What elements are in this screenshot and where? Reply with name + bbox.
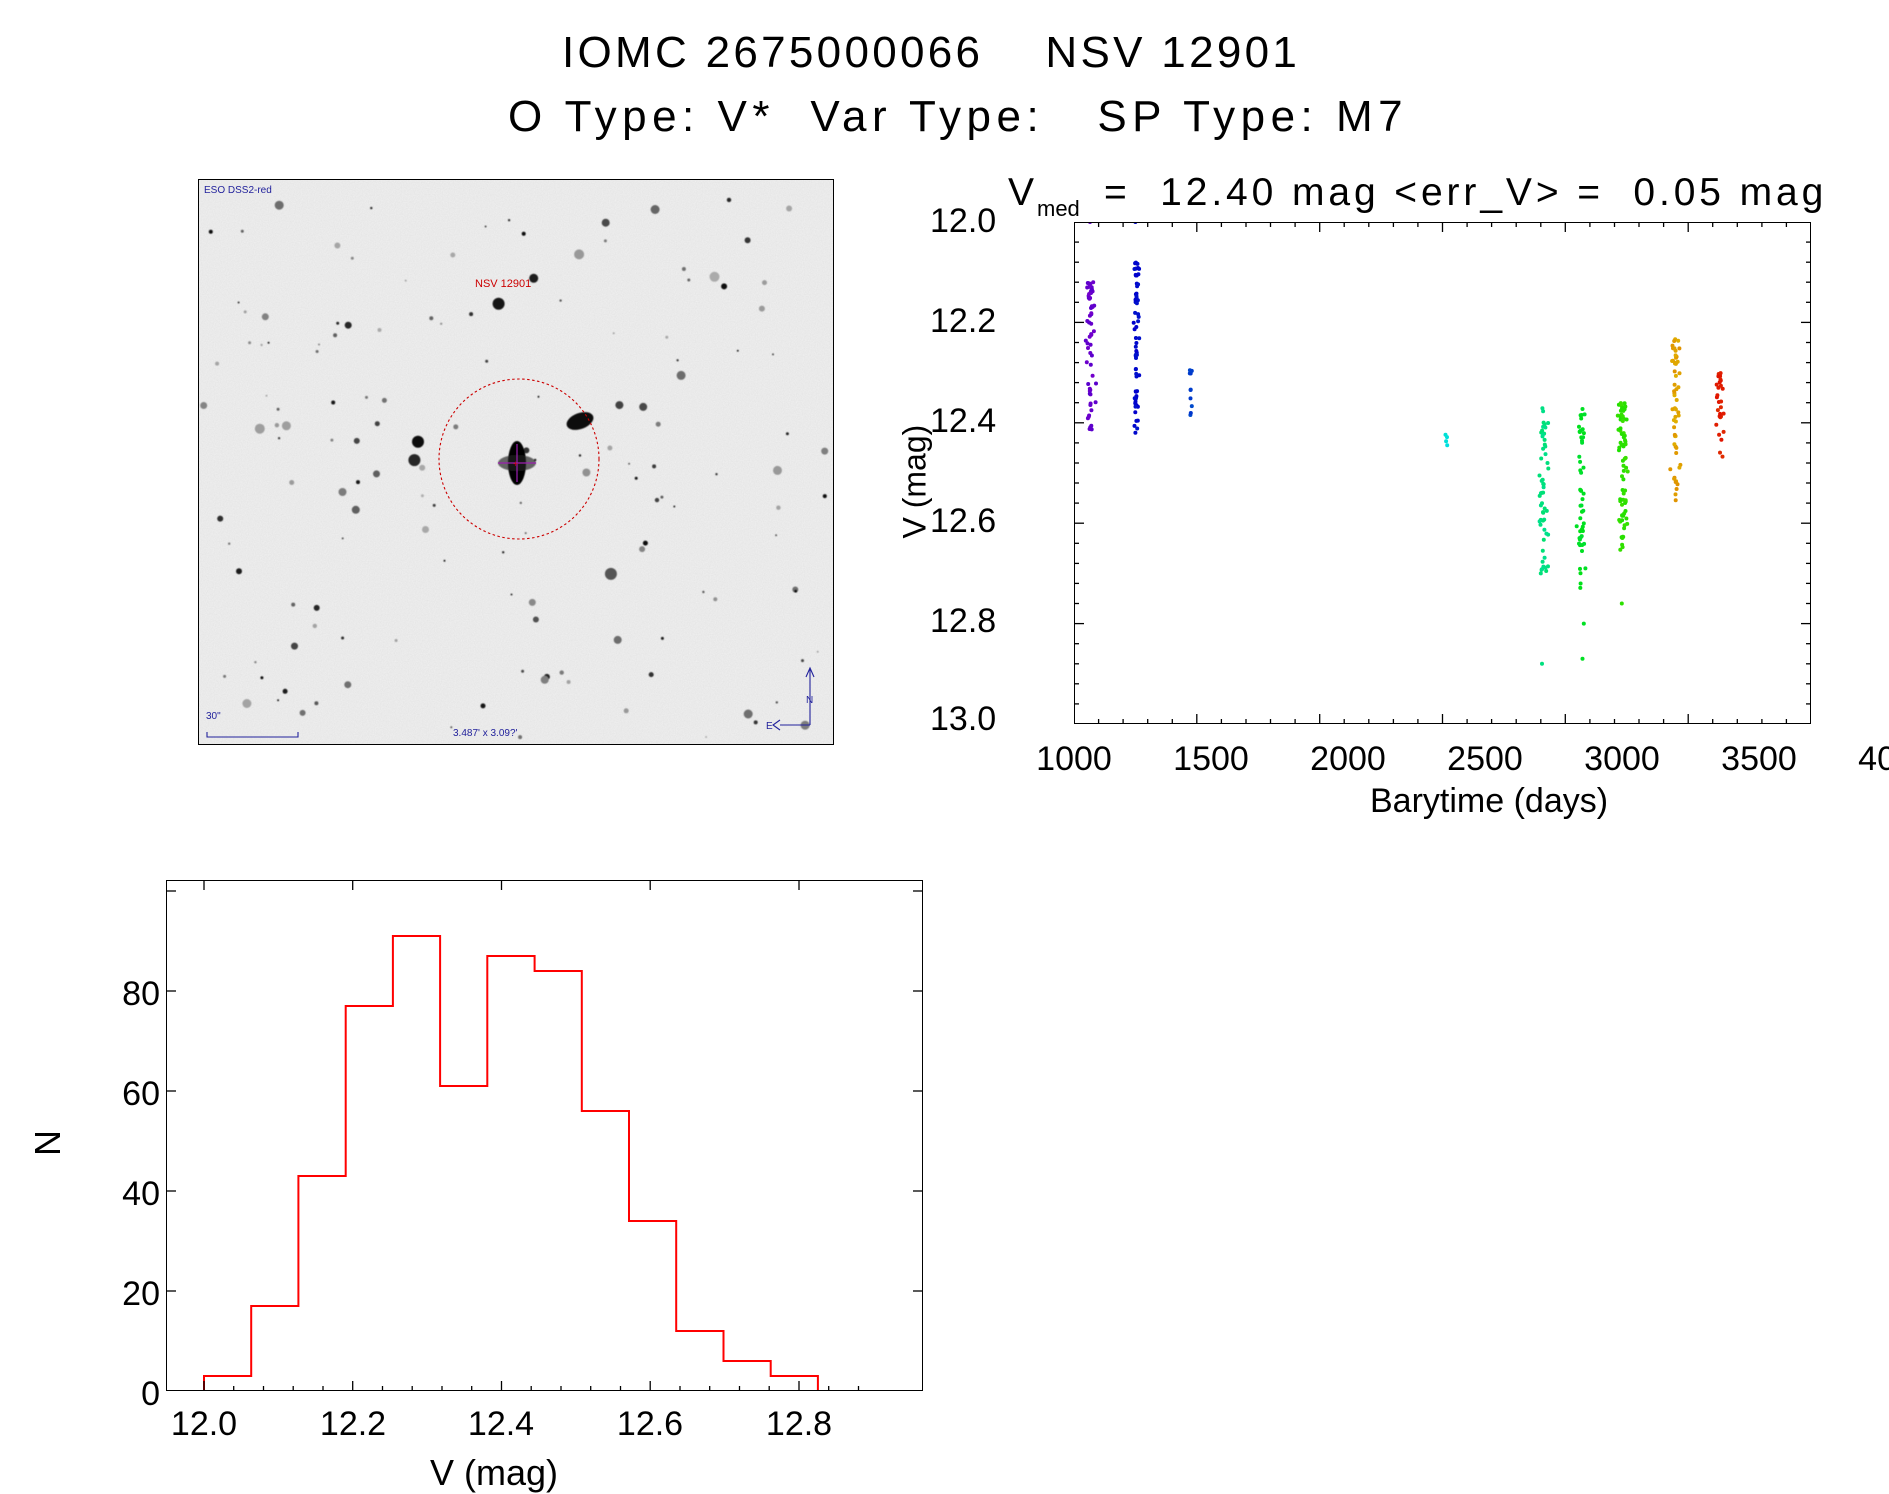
svg-text:E: E (766, 721, 773, 732)
svg-text:NSV 12901: NSV 12901 (475, 278, 531, 290)
svg-text:3.487' x 3.09?': 3.487' x 3.09?' (453, 728, 518, 739)
svg-text:30": 30" (206, 711, 221, 722)
svg-text:ESO DSS2-red: ESO DSS2-red (204, 185, 272, 196)
svg-text:+: + (513, 459, 518, 469)
